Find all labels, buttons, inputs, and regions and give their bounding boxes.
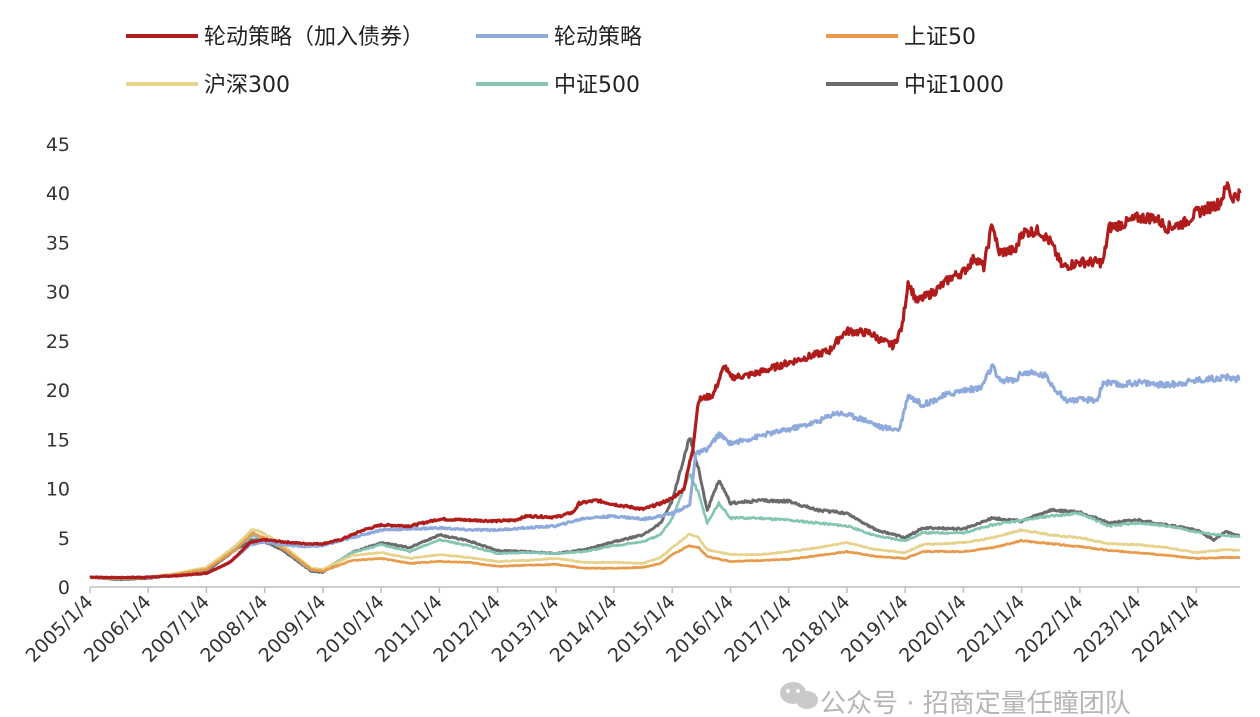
legend-label: 上证50 <box>904 25 976 50</box>
y-tick-label: 40 <box>46 183 70 205</box>
legend-label: 中证1000 <box>904 73 1004 98</box>
y-tick-label: 0 <box>58 577 70 599</box>
plot-area <box>89 181 1242 582</box>
y-tick-label: 25 <box>46 331 70 353</box>
y-tick-label: 15 <box>46 429 70 451</box>
series-line-2 <box>89 531 1241 581</box>
y-tick-label: 10 <box>46 479 70 501</box>
series-line-5 <box>89 437 1241 582</box>
series-line-4 <box>89 473 1241 581</box>
wechat-icon <box>780 682 818 709</box>
legend-label: 中证500 <box>554 73 640 98</box>
series-line-1 <box>89 363 1241 580</box>
y-tick-label: 45 <box>46 134 70 156</box>
watermark-text: 公众号 · 招商定量任瞳团队 <box>820 689 1131 717</box>
legend-label: 轮动策略（加入债券） <box>204 25 424 50</box>
y-tick-label: 5 <box>58 528 70 550</box>
legend-label: 轮动策略 <box>554 25 642 50</box>
watermark: 公众号 · 招商定量任瞳团队 <box>780 682 1131 717</box>
legend-label: 沪深300 <box>204 73 290 98</box>
series-line-0 <box>89 181 1242 580</box>
y-tick-label: 30 <box>46 282 70 304</box>
y-tick-label: 35 <box>46 232 70 254</box>
x-axis: 2005/1/42006/1/42007/1/42008/1/42009/1/4… <box>22 586 1240 667</box>
y-axis: 0 5 10 15 20 25 30 35 40 45 <box>46 134 70 599</box>
legend: 轮动策略（加入债券） 轮动策略 上证50 沪深300 中证500 中证1000 <box>126 25 1004 98</box>
y-tick-label: 20 <box>46 380 70 402</box>
